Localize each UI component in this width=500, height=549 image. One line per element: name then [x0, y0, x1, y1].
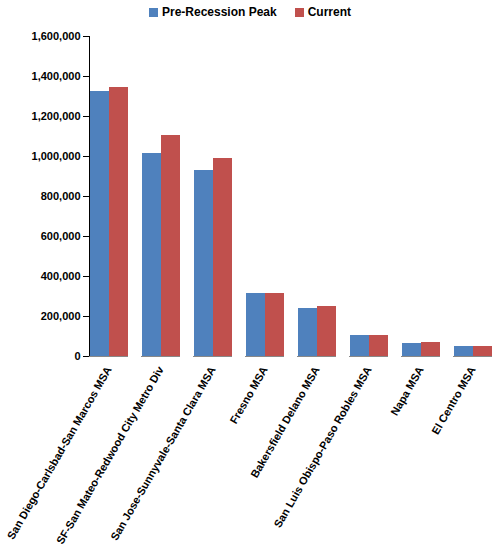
svg-text:San Jose-Sunnyvale-Santa Clara: San Jose-Sunnyvale-Santa Clara MSA: [108, 364, 218, 542]
svg-text:400,000: 400,000: [41, 270, 81, 282]
svg-text:San Diego-Carlsbad-San Marcos: San Diego-Carlsbad-San Marcos MSA: [5, 364, 114, 541]
svg-text:SF-San Mateo-Redwood City Metr: SF-San Mateo-Redwood City Metro Div: [54, 364, 166, 544]
html-text:Pre-Recession Peak: Pre-Recession Peak: [162, 5, 277, 19]
svg-text:1,200,000: 1,200,000: [32, 110, 81, 122]
svg-text:1,000,000: 1,000,000: [32, 150, 81, 162]
svg-text:Napa MSA: Napa MSA: [388, 364, 426, 417]
svg-text:Bakersfield Delano MSA: Bakersfield Delano MSA: [248, 364, 322, 480]
svg-text:800,000: 800,000: [41, 190, 81, 202]
svg-text:1,400,000: 1,400,000: [32, 70, 81, 82]
html-text:Current: Current: [307, 5, 351, 19]
svg-text:1,600,000: 1,600,000: [32, 30, 81, 42]
svg-text:Fresno MSA: Fresno MSA: [227, 364, 270, 426]
svg-text:0: 0: [74, 350, 80, 362]
svg-text:200,000: 200,000: [41, 310, 81, 322]
svg-text:El Centro MSA: El Centro MSA: [429, 364, 478, 436]
svg-text:600,000: 600,000: [41, 230, 81, 242]
svg-text:San Luis Obispo-Paso Robles MS: San Luis Obispo-Paso Robles MSA: [271, 364, 373, 529]
